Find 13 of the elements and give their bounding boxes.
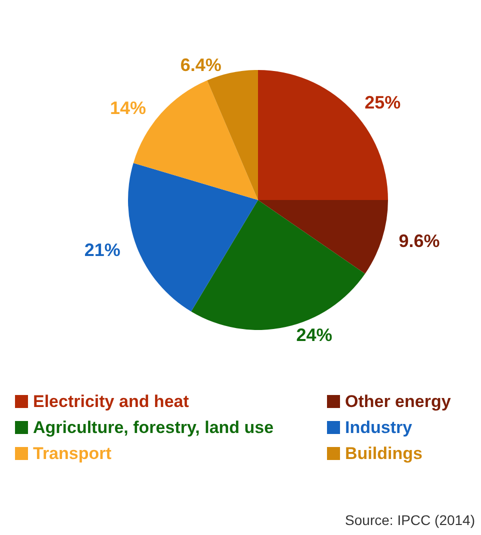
legend-label: Agriculture, forestry, land use: [33, 418, 274, 437]
data-label: 6.4%: [180, 54, 222, 75]
data-label: 14%: [110, 98, 146, 118]
legend-label: Electricity and heat: [33, 392, 190, 411]
legend-label: Other energy: [345, 392, 452, 411]
source-note: Source: IPCC (2014): [345, 512, 476, 528]
legend-label: Industry: [345, 418, 413, 437]
data-label: 24%: [296, 324, 332, 345]
data-label: 25%: [364, 92, 401, 112]
legend-label: Buildings: [345, 444, 422, 463]
legend-label: Transport: [33, 444, 112, 463]
data-label: 21%: [84, 240, 120, 260]
data-label: 9.6%: [398, 230, 440, 251]
